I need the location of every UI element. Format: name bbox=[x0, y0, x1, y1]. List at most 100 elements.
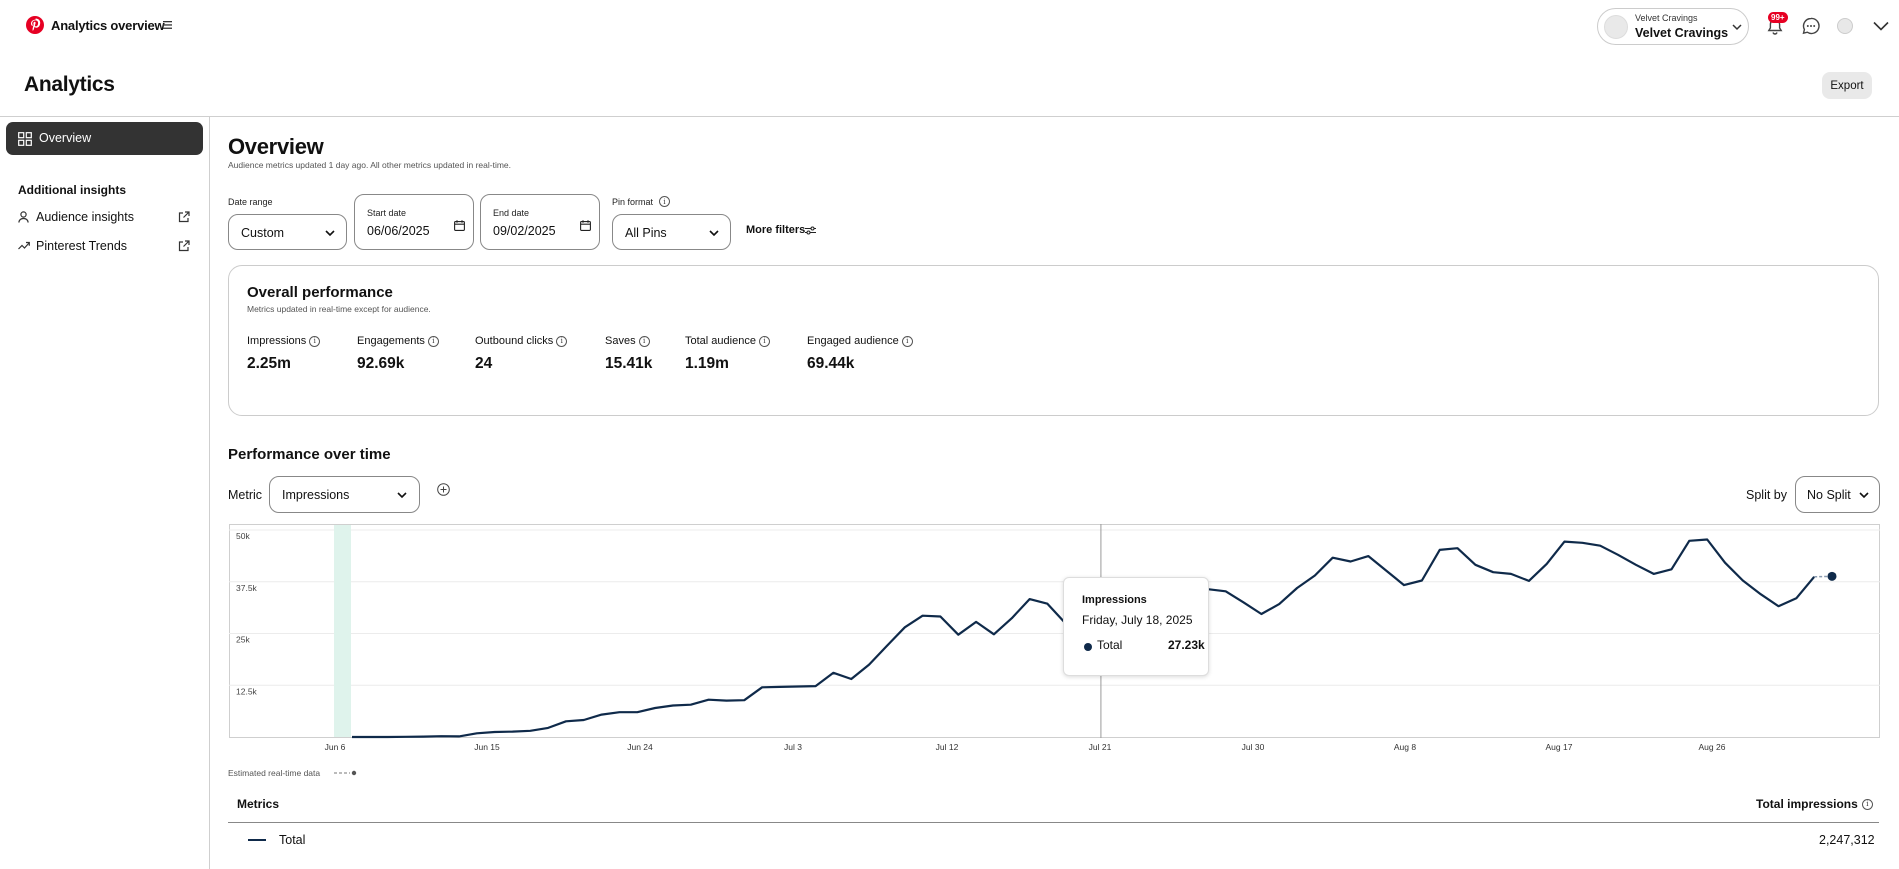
profile-avatar[interactable] bbox=[1837, 18, 1853, 34]
end-date-value: 09/02/2025 bbox=[493, 224, 556, 238]
y-tick-label: 37.5k bbox=[236, 583, 258, 593]
info-icon[interactable]: i bbox=[901, 335, 913, 347]
sidebar-item-label: Pinterest Trends bbox=[36, 239, 128, 253]
sidebar-item-overview[interactable]: Overview bbox=[6, 122, 203, 155]
sidebar-item-label: Audience insights bbox=[36, 210, 134, 224]
info-icon[interactable]: i bbox=[758, 335, 770, 347]
account-name: Velvet Cravings bbox=[1635, 26, 1729, 40]
end-date-label: End date bbox=[493, 208, 530, 218]
chevron-down-icon bbox=[1732, 23, 1742, 31]
end-date-field[interactable]: End date 09/02/2025 bbox=[480, 194, 600, 250]
pin-format-label: Pin format bbox=[612, 197, 654, 207]
more-filters-button[interactable]: More filters bbox=[746, 222, 818, 240]
date-range-label: Date range bbox=[228, 197, 273, 207]
metric-value: 2.25m bbox=[247, 355, 291, 372]
overview-subtitle: Audience metrics updated 1 day ago. All … bbox=[228, 160, 512, 170]
filter-sliders-icon bbox=[805, 226, 816, 235]
metric-label: Total audience bbox=[685, 335, 756, 347]
metric-total-audience[interactable]: Total audience i 1.19m bbox=[685, 335, 770, 373]
metric-value: 1.19m bbox=[685, 355, 729, 372]
chevron-down-icon[interactable] bbox=[1873, 20, 1889, 32]
sidebar-item-label: Overview bbox=[39, 131, 92, 145]
x-tick-label: Aug 26 bbox=[1699, 742, 1726, 752]
chart-svg: 12.5k 25k 37.5k 50k Jun 6 Jun 15 Jun 24 Jul 3 Ju… bbox=[229, 524, 1880, 752]
pin-format-select[interactable]: All Pins bbox=[612, 214, 731, 250]
y-tick-label: 25k bbox=[236, 635, 250, 645]
metric-engagements[interactable]: Engagements i 92.69k bbox=[357, 335, 439, 373]
pin-format-value: All Pins bbox=[625, 226, 667, 240]
metric-label: Saves bbox=[605, 335, 636, 347]
x-tick-label: Jul 30 bbox=[1242, 742, 1265, 752]
latest-point bbox=[1827, 571, 1837, 581]
info-icon[interactable]: i bbox=[638, 335, 650, 347]
tooltip-title: Impressions bbox=[1082, 594, 1147, 606]
external-link-icon bbox=[178, 211, 190, 223]
calendar-icon bbox=[580, 220, 591, 231]
table-cell-metric: Total bbox=[279, 833, 306, 847]
sidebar-section-title: Additional insights bbox=[18, 183, 126, 197]
metric-select[interactable]: Impressions bbox=[269, 476, 420, 513]
metric-engaged-audience[interactable]: Engaged audience i 69.44k bbox=[807, 335, 913, 373]
metric-impressions[interactable]: Impressions i 2.25m bbox=[247, 335, 321, 373]
x-tick-label: Jun 6 bbox=[325, 742, 346, 752]
y-tick-label: 50k bbox=[236, 531, 250, 541]
x-tick-label: Jun 24 bbox=[627, 742, 653, 752]
more-filters-label: More filters bbox=[746, 224, 806, 236]
metric-outbound-clicks[interactable]: Outbound clicks i 24 bbox=[475, 335, 568, 373]
info-icon[interactable]: i bbox=[556, 335, 568, 347]
card-title: Overall performance bbox=[247, 284, 393, 301]
trend-icon bbox=[18, 241, 30, 250]
account-avatar bbox=[1604, 15, 1628, 39]
series-line-swatch-icon bbox=[248, 839, 266, 841]
table-cell-total: 2,247,312 bbox=[1819, 833, 1875, 847]
overview-title: Overview bbox=[228, 134, 324, 159]
metric-select-label: Metric bbox=[228, 488, 263, 502]
header-divider bbox=[0, 116, 1899, 117]
add-metric-icon[interactable] bbox=[437, 483, 450, 496]
export-button[interactable]: Export bbox=[1822, 72, 1872, 99]
dashed-line-legend-icon bbox=[334, 770, 358, 776]
chevron-down-icon bbox=[397, 492, 407, 499]
metric-value: 92.69k bbox=[357, 355, 405, 372]
tooltip-date: Friday, July 18, 2025 bbox=[1082, 613, 1193, 627]
pinterest-logo-icon[interactable] bbox=[26, 16, 44, 34]
estimated-data-label: Estimated real-time data bbox=[228, 768, 321, 778]
sidebar-item-pinterest-trends[interactable]: Pinterest Trends bbox=[14, 237, 194, 257]
table-divider bbox=[228, 822, 1879, 823]
top-bar: Analytics overview Velvet Cravings Velve… bbox=[0, 0, 1899, 52]
chevron-down-icon bbox=[709, 230, 719, 237]
page-title: Analytics bbox=[24, 73, 115, 96]
metric-label: Impressions bbox=[247, 335, 307, 347]
table-row[interactable]: Total 2,247,312 bbox=[228, 823, 1879, 857]
external-link-icon bbox=[178, 240, 190, 252]
y-tick-label: 12.5k bbox=[236, 686, 258, 696]
info-icon[interactable]: i bbox=[1861, 798, 1873, 810]
metric-label: Engaged audience bbox=[807, 335, 899, 347]
info-icon[interactable]: i bbox=[427, 335, 439, 347]
sidebar-item-audience-insights[interactable]: Audience insights bbox=[14, 208, 194, 228]
sidebar-divider bbox=[209, 117, 210, 869]
tooltip-value: 27.23k bbox=[1168, 638, 1205, 652]
menu-icon[interactable] bbox=[162, 20, 172, 30]
x-tick-label: Aug 8 bbox=[1394, 742, 1416, 752]
messages-icon[interactable] bbox=[1801, 16, 1821, 36]
metric-value: 69.44k bbox=[807, 355, 855, 372]
date-range-select[interactable]: Custom bbox=[228, 214, 347, 250]
series-dot-icon bbox=[1084, 643, 1092, 651]
performance-chart[interactable]: 12.5k 25k 37.5k 50k Jun 6 Jun 15 Jun 24 Jul 3 Ju… bbox=[229, 524, 1880, 752]
split-by-select[interactable]: No Split bbox=[1795, 476, 1880, 513]
start-date-field[interactable]: Start date 06/06/2025 bbox=[354, 194, 474, 250]
info-icon[interactable]: i bbox=[309, 335, 321, 347]
split-by-label: Split by bbox=[1746, 488, 1787, 502]
split-by-value: No Split bbox=[1807, 488, 1851, 502]
metric-label: Engagements bbox=[357, 335, 425, 347]
calendar-icon bbox=[454, 220, 465, 231]
metric-saves[interactable]: Saves i 15.41k bbox=[605, 335, 652, 373]
table-header-total-label: Total impressions bbox=[1756, 797, 1858, 811]
x-tick-label: Aug 17 bbox=[1546, 742, 1573, 752]
account-small-name: Velvet Cravings bbox=[1635, 13, 1698, 23]
app-title: Analytics overview bbox=[51, 18, 165, 33]
account-switcher[interactable]: Velvet Cravings Velvet Cravings bbox=[1597, 8, 1749, 45]
info-icon[interactable]: i bbox=[659, 196, 670, 207]
start-date-label: Start date bbox=[367, 208, 407, 218]
